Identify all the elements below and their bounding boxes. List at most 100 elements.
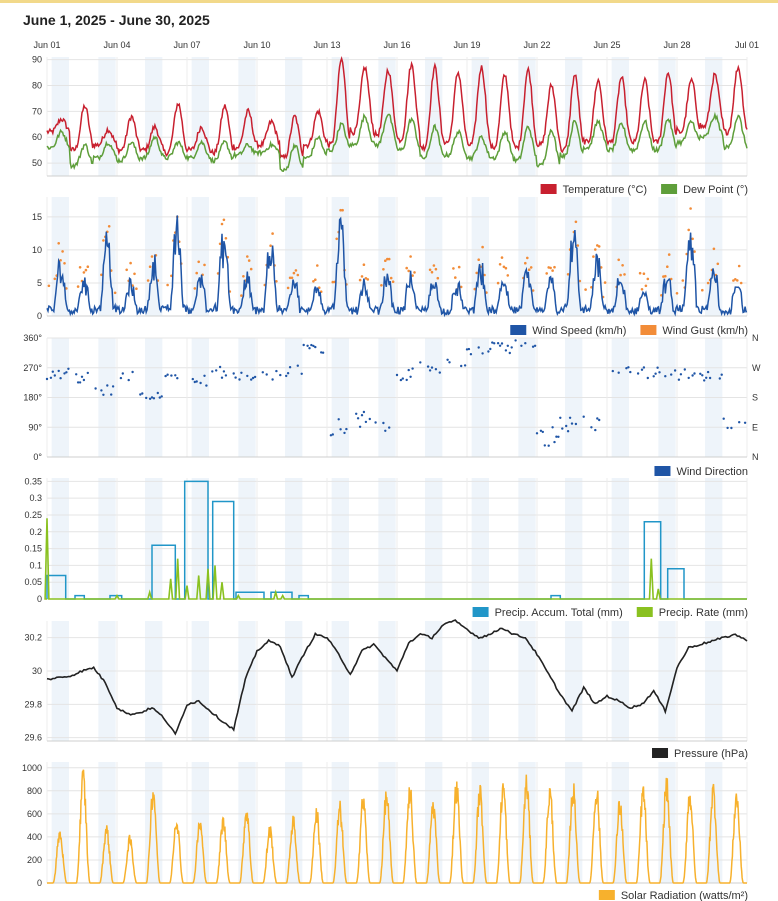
- wind-direction-point: [566, 430, 570, 433]
- wind-direction-point: [238, 378, 241, 381]
- x-tick-label: Jun 19: [453, 40, 480, 50]
- wind-direction-point: [553, 440, 556, 444]
- wind-direction-point: [541, 430, 544, 434]
- wind-direction-point: [86, 371, 90, 375]
- wind-direction-point: [191, 377, 194, 381]
- wind-gust-point: [100, 273, 103, 277]
- wind-direction-point: [110, 393, 113, 396]
- wind-direction-point: [570, 422, 574, 425]
- wind-direction-point: [670, 373, 673, 376]
- wind-direction-point: [121, 372, 125, 375]
- wind-direction-point: [491, 341, 494, 344]
- wind-direction-point: [656, 366, 659, 369]
- y-tick-label: 0: [37, 878, 42, 888]
- wind-direction-point: [555, 435, 558, 438]
- wind-direction-point: [156, 391, 159, 395]
- wind-direction-point: [399, 378, 403, 382]
- panel-6: 0 200 400 600 800 1000: [22, 762, 748, 888]
- y-tick-label: 29.8: [24, 699, 42, 709]
- wind-direction-point: [611, 369, 614, 373]
- wind-direction-point: [94, 387, 97, 390]
- y-tick-label: 270°: [23, 363, 42, 373]
- wind-gust-point: [53, 277, 57, 281]
- wind-gust-point: [646, 277, 650, 281]
- wind-gust-point: [358, 278, 362, 282]
- compass-label: W: [752, 363, 761, 373]
- wind-direction-point: [594, 428, 597, 432]
- wind-direction-point: [358, 425, 362, 428]
- wind-direction-point: [251, 376, 255, 380]
- wind-gust-point: [148, 265, 152, 269]
- wind-gust-point: [666, 265, 669, 269]
- wind-gust-point: [339, 208, 342, 212]
- wind-gust-point: [701, 288, 704, 292]
- wind-direction-point: [59, 377, 62, 380]
- wind-direction-point: [720, 373, 723, 376]
- wind-direction-point: [565, 424, 568, 428]
- wind-gust-point: [436, 276, 440, 280]
- wind-direction-point: [434, 368, 438, 371]
- day-band: [98, 621, 116, 741]
- y-tick-label: 50: [32, 158, 42, 168]
- solar-radiation-series-line: [47, 769, 747, 884]
- wind-gust-point: [737, 264, 741, 268]
- wind-gust-point: [269, 244, 272, 247]
- wind-direction-point: [539, 429, 543, 432]
- day-band: [378, 197, 396, 316]
- wind-direction-point: [76, 381, 80, 384]
- wind-gust-point: [146, 279, 150, 282]
- y-tick-label: 90°: [28, 422, 42, 432]
- wind-gust-point: [413, 271, 416, 274]
- wind-gust-point: [275, 280, 278, 283]
- wind-direction-point: [625, 367, 628, 370]
- wind-gust-point: [271, 232, 274, 235]
- wind-gust-point: [566, 273, 570, 276]
- wind-gust-point: [553, 265, 556, 269]
- wind-gust-point: [411, 274, 414, 277]
- legend-label: Temperature (°C): [563, 184, 647, 196]
- wind-gust-point: [432, 264, 436, 267]
- wind-direction-point: [543, 444, 546, 447]
- wind-gust-point: [409, 255, 412, 258]
- wind-direction-point: [693, 372, 696, 375]
- legend: Solar Radiation (watts/m²): [598, 890, 748, 901]
- wind-direction-point: [152, 397, 156, 400]
- y-tick-label: 0.35: [24, 476, 42, 486]
- wind-direction-point: [240, 371, 243, 374]
- wind-direction-point: [329, 434, 333, 437]
- wind-direction-point: [100, 389, 103, 392]
- wind-gust-point: [65, 287, 68, 290]
- wind-gust-point: [57, 242, 60, 245]
- wind-direction-point: [49, 376, 53, 379]
- wind-direction-point: [199, 381, 202, 385]
- day-band: [51, 762, 69, 883]
- wind-gust-point: [642, 272, 646, 276]
- legend: Wind Direction: [654, 466, 748, 478]
- wind-gust-point: [619, 273, 622, 277]
- day-band: [425, 621, 443, 741]
- day-band: [238, 621, 256, 741]
- wind-gust-point: [621, 264, 624, 267]
- day-band: [331, 621, 349, 741]
- wind-gust-point: [76, 285, 80, 288]
- day-band: [331, 478, 349, 599]
- y-tick-label: 0.25: [24, 510, 42, 520]
- wind-direction-point: [345, 427, 348, 431]
- wind-direction-point: [726, 426, 729, 430]
- precip-rate-series-line: [44, 518, 747, 600]
- day-band: [611, 621, 629, 741]
- top-accent-line: [0, 0, 778, 3]
- wind-gust-point: [382, 268, 385, 271]
- wind-direction-point: [703, 379, 706, 382]
- x-tick-label: Jun 25: [593, 40, 620, 50]
- wind-direction-point: [738, 421, 741, 424]
- wind-gust-point: [102, 239, 105, 242]
- wind-gust-point: [312, 280, 315, 283]
- wind-direction-point: [718, 377, 721, 380]
- wind-gust-point: [736, 279, 739, 282]
- pressure-series-line: [46, 619, 748, 736]
- wind-gust-point: [150, 255, 154, 258]
- wind-gust-point: [360, 275, 364, 278]
- wind-direction-point: [683, 368, 686, 371]
- wind-direction-point: [582, 415, 585, 418]
